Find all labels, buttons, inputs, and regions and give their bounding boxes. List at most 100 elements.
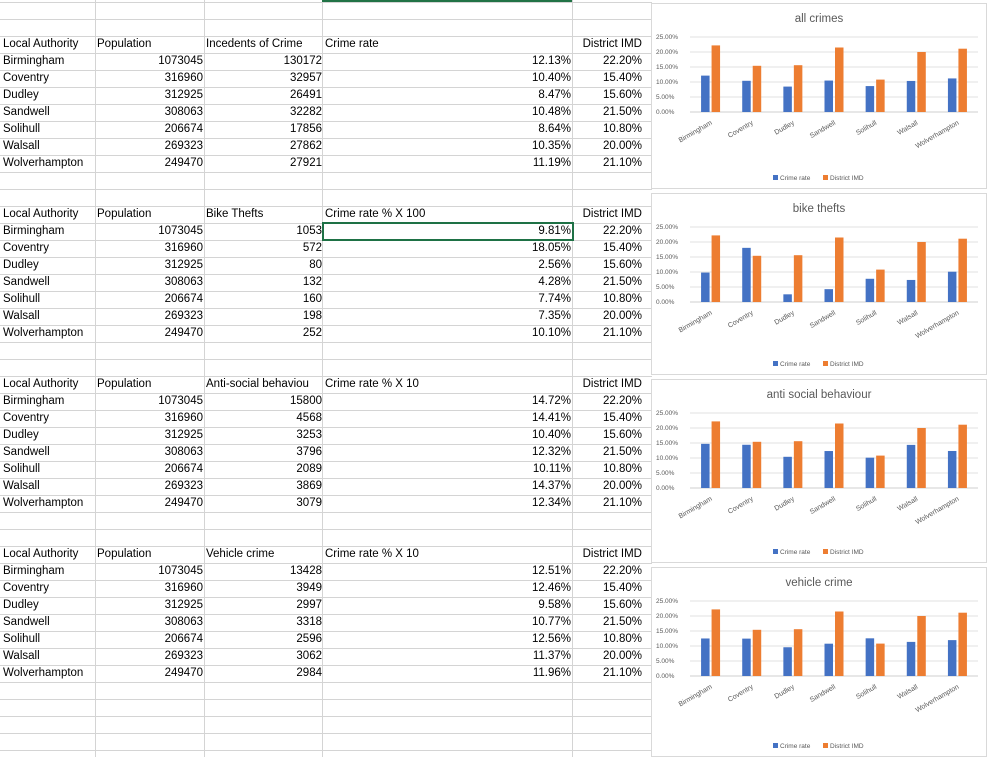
cell-crime-rate[interactable]: 10.40%	[531, 72, 571, 84]
cell-local-authority[interactable]: Walsall	[3, 310, 40, 322]
cell-crime-rate[interactable]: 10.11%	[532, 463, 571, 475]
bar-crime-rate[interactable]	[906, 80, 916, 112]
bar-district-imd[interactable]	[958, 48, 967, 112]
cell-population[interactable]: 1073045	[158, 565, 203, 577]
cell-population[interactable]: 316960	[164, 72, 203, 84]
bar-district-imd[interactable]	[711, 45, 721, 112]
bar-district-imd[interactable]	[793, 441, 803, 488]
cell-district-imd[interactable]: 15.60%	[602, 599, 642, 611]
cell-local-authority[interactable]: Wolverhampton	[3, 157, 84, 169]
cell-crime-rate[interactable]: 14.37%	[531, 480, 571, 492]
cell-local-authority[interactable]: Wolverhampton	[3, 327, 84, 339]
cell-local-authority[interactable]: Dudley	[3, 259, 39, 271]
bar-chart[interactable]: anti social behaviour 0.00% 5.00% 10.00% 15.…	[651, 379, 987, 563]
header-cell-count[interactable]: Incedents of Crime	[206, 38, 303, 50]
bar-district-imd[interactable]	[876, 79, 885, 112]
cell-local-authority[interactable]: Walsall	[3, 480, 40, 492]
header-cell-local-authority[interactable]: Local Authority	[3, 548, 79, 560]
bar-crime-rate[interactable]	[947, 640, 957, 676]
bar-crime-rate[interactable]	[783, 86, 792, 112]
cell-local-authority[interactable]: Solihull	[3, 293, 41, 305]
bar-district-imd[interactable]	[793, 255, 803, 302]
bar-district-imd[interactable]	[752, 255, 762, 302]
cell-district-imd[interactable]: 15.40%	[602, 412, 642, 424]
cell-district-imd[interactable]: 21.50%	[602, 276, 642, 288]
bar-crime-rate[interactable]	[906, 641, 916, 676]
header-cell-district-imd[interactable]: District IMD	[582, 38, 642, 50]
cell-district-imd[interactable]: 22.20%	[602, 395, 642, 407]
bar-district-imd[interactable]	[711, 609, 721, 676]
cell-crime-rate[interactable]: 8.47%	[538, 89, 571, 101]
bar-chart[interactable]: all crimes 0.00% 5.00% 10.00% 15.00% 20.00% 25…	[651, 3, 987, 189]
cell-district-imd[interactable]: 21.10%	[602, 157, 642, 169]
header-cell-crime-rate[interactable]: Crime rate % X 100	[325, 208, 426, 220]
cell-local-authority[interactable]: Sandwell	[3, 446, 50, 458]
cell-population[interactable]: 249470	[164, 157, 203, 169]
bar-crime-rate[interactable]	[865, 86, 875, 112]
cell-local-authority[interactable]: Birmingham	[3, 565, 65, 577]
cell-count[interactable]: 26491	[290, 89, 322, 101]
cell-district-imd[interactable]: 21.10%	[602, 497, 642, 509]
cell-local-authority[interactable]: Walsall	[3, 650, 40, 662]
bar-crime-rate[interactable]	[742, 638, 751, 676]
cell-crime-rate[interactable]: 12.46%	[531, 582, 571, 594]
cell-population[interactable]: 308063	[164, 616, 203, 628]
cell-population[interactable]: 269323	[164, 650, 203, 662]
cell-population[interactable]: 312925	[164, 259, 203, 271]
cell-local-authority[interactable]: Solihull	[3, 123, 41, 135]
cell-district-imd[interactable]: 10.80%	[602, 463, 642, 475]
bar-district-imd[interactable]	[917, 242, 926, 302]
cell-crime-rate[interactable]: 10.10%	[531, 327, 571, 339]
bar-chart[interactable]: vehicle crime 0.00% 5.00% 10.00% 15.00% 20.00…	[651, 567, 987, 757]
cell-local-authority[interactable]: Dudley	[3, 429, 39, 441]
cell-local-authority[interactable]: Walsall	[3, 140, 40, 152]
header-cell-count[interactable]: Bike Thefts	[206, 208, 264, 220]
active-cell-selection[interactable]	[322, 222, 574, 241]
cell-district-imd[interactable]: 15.40%	[602, 582, 642, 594]
header-cell-local-authority[interactable]: Local Authority	[3, 38, 79, 50]
cell-population[interactable]: 316960	[164, 582, 203, 594]
cell-crime-rate[interactable]: 14.72%	[531, 395, 571, 407]
cell-district-imd[interactable]: 21.50%	[602, 446, 642, 458]
header-cell-population[interactable]: Population	[97, 208, 152, 220]
header-cell-crime-rate[interactable]: Crime rate % X 10	[325, 378, 419, 390]
cell-count[interactable]: 3079	[296, 497, 322, 509]
bar-crime-rate[interactable]	[824, 80, 834, 112]
cell-local-authority[interactable]: Coventry	[3, 412, 50, 424]
cell-crime-rate[interactable]: 9.81%	[538, 225, 571, 237]
cell-crime-rate[interactable]: 4.28%	[538, 276, 571, 288]
cell-population[interactable]: 249470	[164, 667, 203, 679]
cell-count[interactable]: 3796	[296, 446, 322, 458]
bar-crime-rate[interactable]	[701, 75, 710, 112]
cell-count[interactable]: 3949	[296, 582, 322, 594]
cell-population[interactable]: 312925	[164, 429, 203, 441]
bar-crime-rate[interactable]	[947, 450, 957, 488]
cell-count[interactable]: 3062	[296, 650, 322, 662]
cell-district-imd[interactable]: 21.50%	[602, 616, 642, 628]
bar-district-imd[interactable]	[917, 52, 926, 112]
cell-count[interactable]: 130172	[283, 55, 322, 67]
bar-crime-rate[interactable]	[783, 456, 792, 488]
cell-count[interactable]: 17856	[290, 123, 322, 135]
cell-population[interactable]: 308063	[164, 446, 203, 458]
bar-district-imd[interactable]	[958, 612, 967, 676]
cell-count[interactable]: 252	[302, 327, 322, 339]
cell-population[interactable]: 312925	[164, 89, 203, 101]
cell-district-imd[interactable]: 22.20%	[602, 565, 642, 577]
cell-local-authority[interactable]: Wolverhampton	[3, 497, 84, 509]
header-cell-population[interactable]: Population	[97, 378, 152, 390]
bar-district-imd[interactable]	[752, 441, 762, 488]
bar-district-imd[interactable]	[835, 237, 844, 303]
cell-count[interactable]: 13428	[290, 565, 322, 577]
cell-crime-rate[interactable]: 10.77%	[531, 616, 571, 628]
cell-district-imd[interactable]: 22.20%	[602, 225, 642, 237]
cell-population[interactable]: 1073045	[158, 395, 203, 407]
bar-district-imd[interactable]	[793, 65, 803, 112]
cell-count[interactable]: 32282	[290, 106, 322, 118]
cell-local-authority[interactable]: Birmingham	[3, 395, 65, 407]
cell-district-imd[interactable]: 10.80%	[602, 633, 642, 645]
cell-crime-rate[interactable]: 7.35%	[538, 310, 571, 322]
bar-district-imd[interactable]	[835, 423, 844, 489]
cell-district-imd[interactable]: 10.80%	[602, 123, 642, 135]
cell-crime-rate[interactable]: 11.37%	[532, 650, 571, 662]
